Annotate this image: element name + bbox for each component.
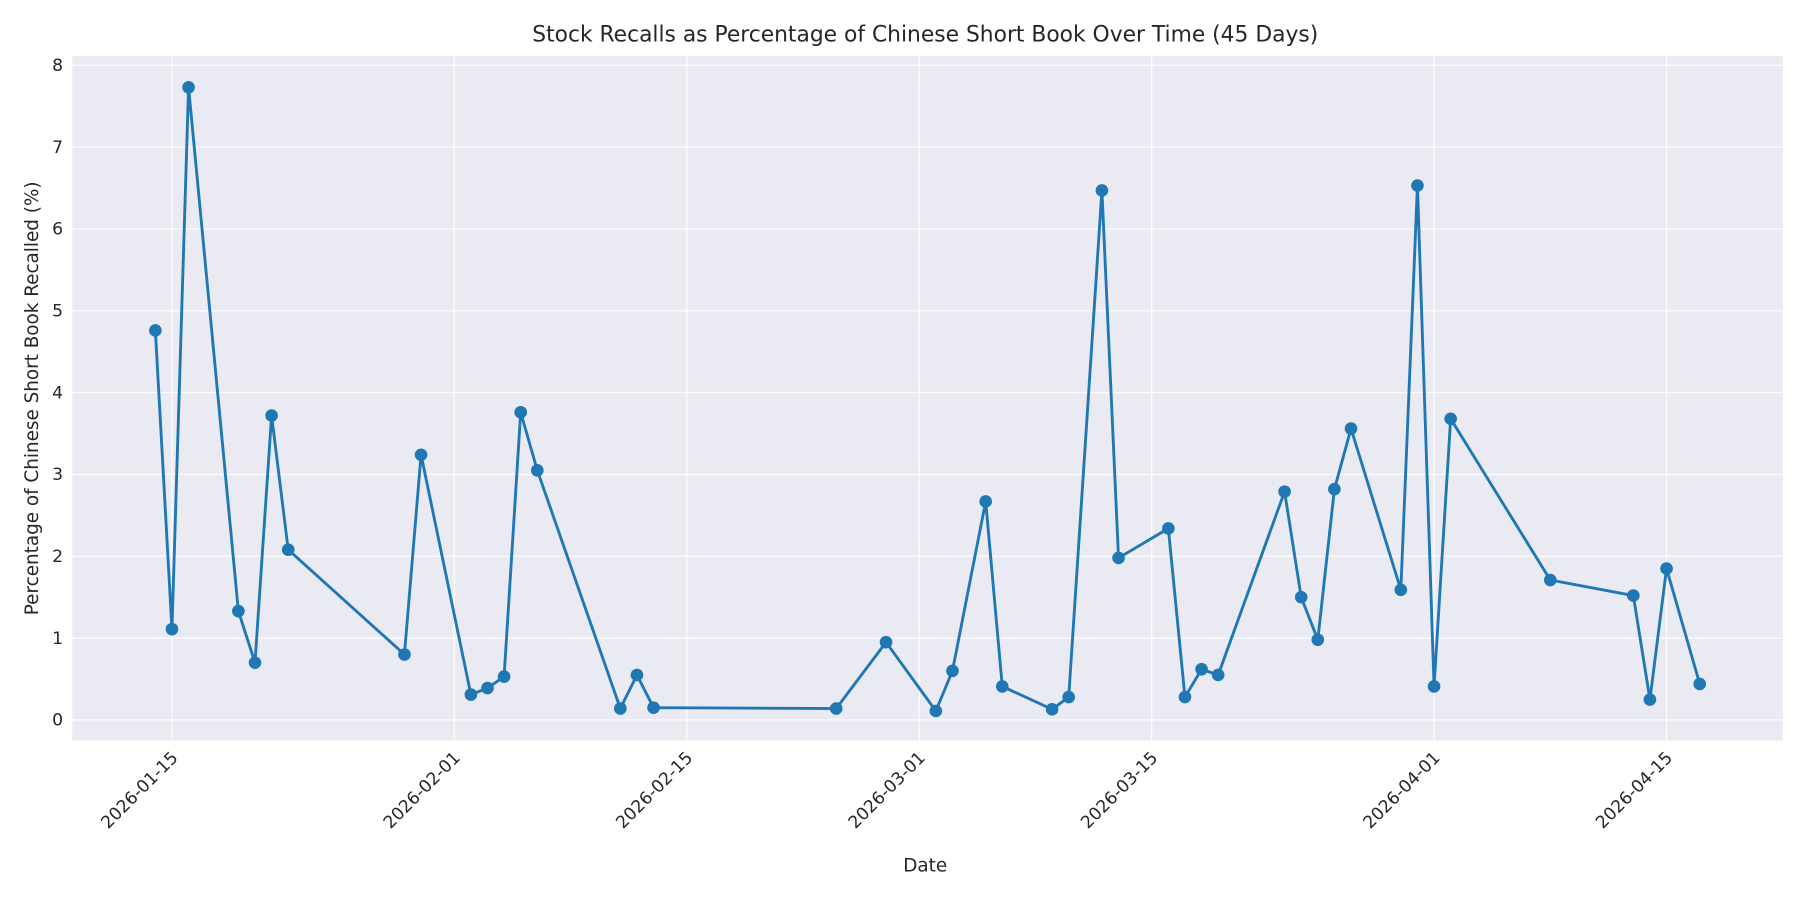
y-tick-label: 0: [52, 711, 63, 731]
point: [182, 81, 195, 94]
point: [630, 668, 644, 682]
x-tick-label: 2026-04-01: [1360, 748, 1445, 833]
point: [398, 648, 411, 661]
point: [1394, 583, 1408, 597]
point: [614, 702, 627, 715]
chart-title: Stock Recalls as Percentage of Chinese S…: [532, 22, 1318, 47]
y-tick-label: 7: [52, 138, 63, 158]
point: [1294, 590, 1308, 604]
y-tick-label: 1: [52, 629, 63, 649]
y-axis-label: Percentage of Chinese Short Book Recalle…: [22, 181, 43, 615]
point: [1162, 522, 1175, 535]
x-tick-label: 2026-01-15: [98, 748, 183, 833]
x-axis-label: Date: [903, 855, 947, 876]
point: [530, 464, 544, 477]
point: [1178, 690, 1192, 704]
point: [995, 680, 1009, 693]
point: [929, 704, 943, 718]
point: [1062, 690, 1076, 704]
y-tick-label: 6: [52, 220, 63, 240]
y-tick-label: 2: [52, 547, 63, 567]
y-tick-label: 3: [52, 465, 63, 485]
point: [165, 622, 179, 636]
x-tick-label: 2026-04-15: [1592, 748, 1677, 833]
point: [281, 543, 295, 557]
point: [1195, 662, 1208, 676]
y-tick-label: 5: [52, 302, 63, 322]
point: [1278, 485, 1291, 498]
point: [829, 702, 843, 715]
point: [265, 409, 278, 422]
point: [232, 604, 245, 618]
point: [1211, 668, 1225, 682]
x-tick-label: 2026-03-15: [1077, 748, 1162, 833]
point: [1095, 184, 1109, 197]
point: [1411, 179, 1424, 192]
point: [1112, 551, 1125, 565]
point: [1045, 703, 1059, 716]
point: [497, 670, 511, 683]
y-tick-label: 4: [52, 383, 63, 403]
x-tick-label: 2026-02-15: [612, 748, 697, 833]
point: [514, 405, 528, 419]
point: [464, 688, 478, 701]
point: [1427, 680, 1441, 693]
x-tick-label: 2026-03-01: [845, 748, 930, 833]
point: [481, 681, 494, 695]
point: [149, 324, 162, 337]
point: [1643, 693, 1657, 706]
point: [1627, 589, 1640, 602]
point: [647, 701, 660, 715]
point: [946, 664, 959, 678]
x-tick-label: 2026-02-01: [380, 748, 465, 833]
point: [1444, 412, 1457, 426]
point: [1328, 482, 1341, 496]
point: [248, 656, 262, 669]
point: [414, 448, 428, 462]
point: [1311, 633, 1325, 647]
point: [1660, 562, 1673, 575]
point: [1344, 422, 1358, 435]
point: [879, 635, 893, 649]
point: [1693, 677, 1707, 691]
plot-area: [72, 56, 1783, 741]
y-tick-label: 8: [52, 56, 63, 76]
point: [1543, 573, 1557, 587]
point: [979, 495, 992, 508]
